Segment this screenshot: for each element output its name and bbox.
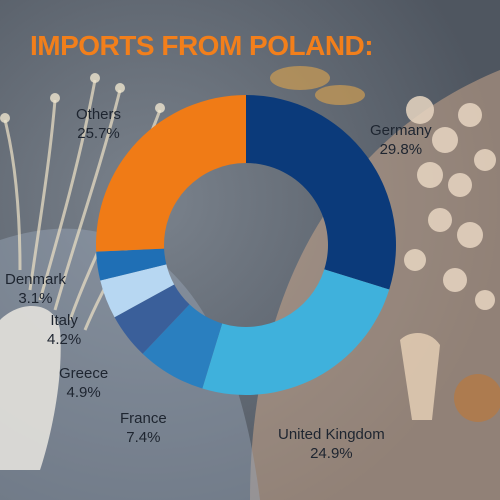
label-denmark: Denmark 3.1% bbox=[5, 270, 66, 308]
label-germany-value: 29.8% bbox=[379, 141, 423, 158]
label-others-value: 25.7% bbox=[77, 125, 120, 142]
slice-france bbox=[142, 304, 223, 389]
slice-united-kingdom bbox=[202, 269, 390, 395]
label-france-value: 7.4% bbox=[126, 429, 161, 446]
label-france: France 7.4% bbox=[120, 409, 167, 447]
label-italy-name: Italy bbox=[50, 312, 78, 329]
label-italy-value: 4.2% bbox=[47, 331, 82, 348]
label-france-name: France bbox=[120, 410, 167, 427]
slice-others bbox=[95, 95, 246, 252]
label-united-kingdom-value: 24.9% bbox=[310, 445, 353, 462]
label-united-kingdom: United Kingdom 24.9% bbox=[278, 425, 385, 463]
label-greece-value: 4.9% bbox=[66, 384, 101, 401]
slice-denmark bbox=[96, 248, 167, 281]
label-others-name: Others bbox=[76, 106, 122, 123]
chart-title: IMPORTS FROM POLAND: bbox=[30, 30, 374, 61]
label-others: Others 25.7% bbox=[76, 105, 121, 143]
label-greece-name: Greece bbox=[59, 365, 109, 382]
label-denmark-name: Denmark bbox=[5, 271, 66, 288]
label-germany: Germany 29.8% bbox=[370, 121, 432, 159]
label-united-kingdom-name: United Kingdom bbox=[278, 426, 385, 443]
slice-italy bbox=[100, 264, 175, 318]
label-italy: Italy 4.2% bbox=[47, 311, 81, 349]
label-germany-name: Germany bbox=[370, 122, 432, 139]
label-greece: Greece 4.9% bbox=[59, 364, 108, 402]
label-denmark-value: 3.1% bbox=[18, 290, 53, 307]
slice-greece bbox=[114, 284, 190, 354]
slice-germany bbox=[246, 95, 396, 290]
